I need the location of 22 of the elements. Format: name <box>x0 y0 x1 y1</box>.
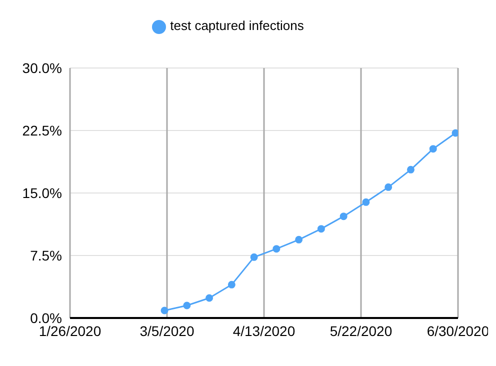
legend-label: test captured infections <box>170 18 304 33</box>
y-tick-label: 30.0% <box>22 60 62 76</box>
point <box>206 294 214 302</box>
point <box>250 253 258 261</box>
y-tick-label: 22.5% <box>22 122 62 138</box>
point <box>362 198 370 206</box>
x-tick-label: 4/13/2020 <box>232 322 296 339</box>
point <box>317 225 325 233</box>
point <box>272 245 280 253</box>
point <box>384 183 392 191</box>
point <box>406 166 414 174</box>
point <box>452 129 458 137</box>
point <box>160 306 168 314</box>
point <box>429 145 437 153</box>
point <box>340 212 348 220</box>
x-tick-label: 3/5/2020 <box>140 322 194 339</box>
y-tick-label: 15.0% <box>22 184 62 201</box>
point <box>295 236 303 244</box>
point <box>228 280 236 288</box>
point <box>183 302 191 310</box>
y-tick-label: 7.5% <box>30 247 62 264</box>
x-tick-label: 5/22/2020 <box>330 322 392 339</box>
